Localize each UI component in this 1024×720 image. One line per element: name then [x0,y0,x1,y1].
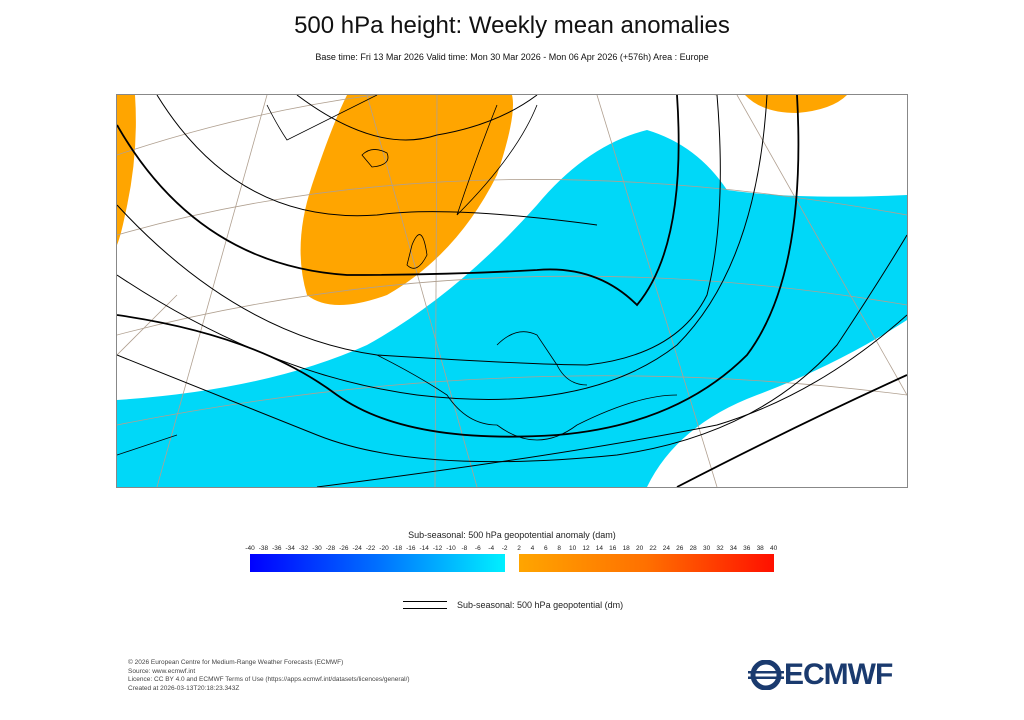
logo-text: ECMWF [784,658,893,691]
colorbar-tick: 40 [769,545,778,552]
colorbar-tick: -6 [474,545,481,552]
copyright: © 2026 European Centre for Medium-Range … [128,659,344,666]
colorbar-tick: 38 [756,545,764,552]
colorbar-positive [519,554,774,572]
colorbar-tick: 12 [582,545,590,552]
colorbar-tick: 32 [716,545,724,552]
anomaly-fill-negative [117,130,907,487]
footer-credits: © 2026 European Centre for Medium-Range … [128,659,410,693]
colorbar-tick: 14 [595,545,604,552]
colorbar-tick: 36 [743,545,751,552]
colorbar-tick: -34 [285,545,295,552]
contour-legend: Sub-seasonal: 500 hPa geopotential (dm) [403,600,623,610]
colorbar-negative [250,554,505,572]
colorbar-tick: -28 [325,545,336,552]
colorbar-tick: -2 [501,545,508,552]
colorbar-tick: 28 [689,545,697,552]
ecmwf-logo: ECMWF [748,658,893,692]
colorbar-tick: 8 [557,545,561,552]
colorbar-tick: 10 [568,545,577,552]
colorbar-tick: -12 [432,545,443,552]
colorbar-tick: 6 [543,545,548,552]
colorbar-tick: -16 [406,545,416,552]
colorbar-tick: 30 [702,545,711,552]
contour-legend-label: Sub-seasonal: 500 hPa geopotential (dm) [457,600,624,610]
colorbar-tick: -30 [312,545,322,552]
licence: Licence: CC BY 4.0 and ECMWF Terms of Us… [128,676,410,683]
colorbar-tick: -26 [339,545,349,552]
anomaly-map[interactable] [116,83,908,488]
colorbar-tick: -14 [419,545,429,552]
colorbar-title: Sub-seasonal: 500 hPa geopotential anoma… [408,530,616,540]
colorbar-tick: 24 [662,545,671,552]
colorbar-tick: -36 [272,545,282,552]
created-at: Created at 2026-03-13T20:18:23.343Z [128,684,240,692]
ecmwf-logo-icon [748,660,784,690]
colorbar-tick: 22 [649,545,657,552]
colorbar-tick: -40 [245,545,255,552]
colorbar-tick: 2 [517,545,521,552]
colorbar-tick: -32 [298,545,309,552]
colorbar-tick: -10 [446,545,456,552]
colorbar-tick: 18 [622,545,630,552]
colorbar-tick: 34 [729,545,738,552]
colorbar-tick: 26 [676,545,684,552]
colorbar-tick: -22 [365,545,376,552]
colorbar-tick: -20 [379,545,389,552]
colorbar-tick: -24 [352,545,362,552]
chart-subtitle: Base time: Fri 13 Mar 2026 Valid time: M… [315,52,709,62]
colorbar-tick: -38 [258,545,269,552]
colorbar-tick: 4 [530,545,535,552]
chart-title: 500 hPa height: Weekly mean anomalies [294,12,730,39]
source: Source: www.ecmwf.int [128,667,196,675]
colorbar-tick: 16 [609,545,617,552]
coastlines [116,94,678,456]
colorbar-tick: -4 [488,545,495,552]
colorbar-tick: -18 [392,545,403,552]
contour-line-symbol [403,601,447,609]
colorbar-tick: -8 [461,545,468,552]
geopotential-contours [116,94,908,488]
colorbar-tick: 20 [635,545,644,552]
